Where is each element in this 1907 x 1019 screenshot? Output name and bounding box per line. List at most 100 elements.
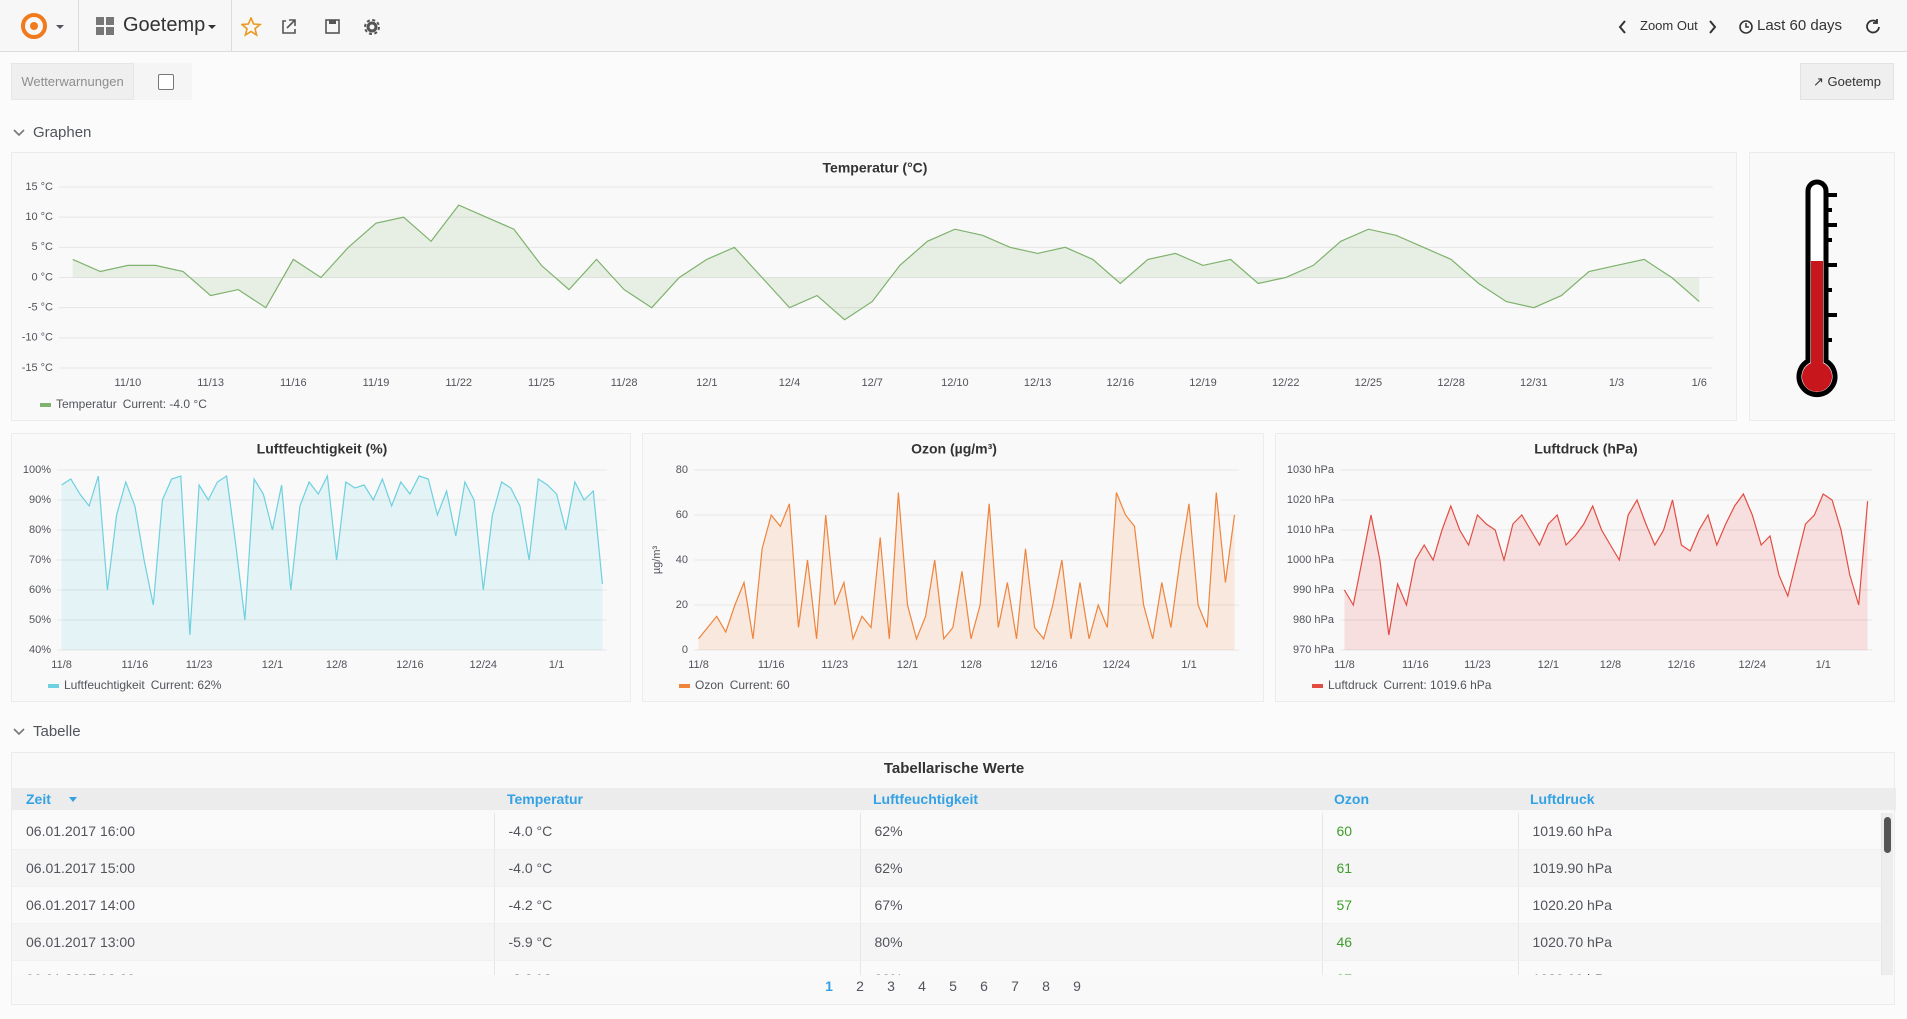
- zoom-out[interactable]: Zoom Out: [1640, 18, 1698, 33]
- grafana-logo[interactable]: [20, 10, 68, 42]
- y-tick-label: 1010 hPa: [1287, 524, 1335, 536]
- variable-box: [134, 63, 192, 100]
- x-tick-label: 11/10: [115, 377, 142, 389]
- column-header[interactable]: Luftfeuchtigkeit: [873, 791, 978, 807]
- series-line: [1343, 492, 1869, 636]
- y-tick-label: 70%: [29, 554, 51, 566]
- x-tick-label: 1/1: [1816, 659, 1831, 671]
- chevron[interactable]: [12, 726, 26, 738]
- table-cell: 57: [1322, 886, 1519, 924]
- legend-swatch: [48, 684, 59, 688]
- x-tick-label: 12/4: [779, 377, 800, 389]
- column-header[interactable]: Temperatur: [507, 791, 583, 807]
- x-tick-label: 12/8: [1600, 659, 1621, 671]
- page-link[interactable]: 1: [825, 978, 833, 994]
- page-link[interactable]: 3: [887, 978, 895, 994]
- x-tick-label: 12/1: [1538, 659, 1559, 671]
- table-cell: 61: [1322, 849, 1519, 887]
- y-tick-label: 10 °C: [25, 211, 53, 223]
- top-nav: Goetemp Zoom Out Last 60 days: [0, 0, 1907, 52]
- x-tick-label: 12/25: [1355, 377, 1383, 389]
- legend-swatch: [1312, 684, 1323, 688]
- legend-swatch: [679, 684, 690, 688]
- x-tick-label: 1/6: [1692, 377, 1707, 389]
- x-tick-label: 11/8: [51, 659, 72, 671]
- chart-title: Luftdruck (hPa): [1534, 441, 1637, 457]
- row-title[interactable]: Graphen: [33, 124, 92, 141]
- table-cell: 06.01.2017 14:00: [12, 886, 495, 924]
- scrollbar[interactable]: [1882, 813, 1893, 975]
- column-header[interactable]: Ozon: [1334, 791, 1369, 807]
- thermometer-panel: [1749, 152, 1895, 421]
- y-tick-label: -5 °C: [28, 302, 53, 314]
- time-range[interactable]: Last 60 days: [1757, 17, 1843, 34]
- toolbar-icons[interactable]: [241, 17, 391, 37]
- y-tick-label: 15 °C: [25, 181, 53, 193]
- x-tick-label: 12/24: [1103, 659, 1131, 671]
- series-line: [72, 204, 1700, 321]
- x-tick-label: 11/19: [363, 377, 390, 389]
- row-title[interactable]: Tabelle: [33, 723, 81, 740]
- y-tick-label: 90%: [29, 494, 51, 506]
- x-tick-label: 11/28: [611, 377, 638, 389]
- page-link[interactable]: 9: [1073, 978, 1081, 994]
- table-cell: 1019.90 hPa: [1518, 849, 1882, 887]
- checkbox[interactable]: [158, 74, 174, 90]
- dashboard-link[interactable]: ↗ Goetemp: [1800, 63, 1894, 100]
- page-link[interactable]: 5: [949, 978, 957, 994]
- table-cell: 46: [1322, 923, 1519, 961]
- table-cell: 06.01.2017 12:00: [12, 960, 495, 975]
- temperature-panel: Temperatur (°C) -15 °C -10 °C -5 °C 0 °C 5 °C…: [11, 152, 1737, 421]
- y-tick-label: 100%: [23, 464, 51, 476]
- table-cell: -4.0 °C: [494, 813, 861, 850]
- table-row: 06.01.2017 15:00 -4.0 °C 62% 61 1019.90 hPa: [12, 849, 1882, 887]
- x-tick-label: 11/8: [1334, 659, 1355, 671]
- x-tick-label: 11/22: [445, 377, 472, 389]
- page-link[interactable]: 8: [1042, 978, 1050, 994]
- table-cell: 37: [1322, 960, 1519, 975]
- table-cell: 1019.60 hPa: [1518, 813, 1882, 850]
- time-icons[interactable]: [1614, 18, 1894, 36]
- chart-title: Temperatur (°C): [823, 160, 928, 176]
- humidity-panel: Luftfeuchtigkeit (%) 40% 50% 60% 70% 80% 90% 10…: [11, 433, 631, 702]
- column-header[interactable]: Zeit: [26, 791, 51, 807]
- x-tick-label: 12/7: [862, 377, 883, 389]
- dashboard-title[interactable]: Goetemp: [123, 14, 206, 36]
- x-tick-label: 12/13: [1024, 377, 1052, 389]
- x-tick-label: 12/10: [941, 377, 969, 389]
- sort-icon: [69, 797, 77, 802]
- legend-name: Luftfeuchtigkeit: [64, 678, 145, 692]
- y-axis-label: µg/m³: [651, 545, 663, 574]
- page-link[interactable]: 2: [856, 978, 864, 994]
- series-area: [61, 476, 603, 650]
- y-tick-label: 5 °C: [31, 241, 53, 253]
- y-tick-label: 60: [676, 509, 688, 521]
- series-line: [698, 492, 1236, 642]
- x-tick-label: 12/1: [696, 377, 717, 389]
- y-tick-label: -15 °C: [22, 362, 53, 374]
- x-tick-label: 11/23: [821, 659, 848, 671]
- page-link[interactable]: 6: [980, 978, 988, 994]
- x-tick-label: 11/16: [1402, 659, 1429, 671]
- legend-swatch: [40, 403, 51, 407]
- x-tick-label: 11/16: [122, 659, 149, 671]
- link-text[interactable]: Goetemp: [1827, 74, 1881, 89]
- series-area: [72, 205, 1700, 320]
- legend-name: Luftdruck: [1328, 678, 1378, 692]
- chart-title: Ozon (µg/m³): [911, 441, 997, 457]
- series-line: [61, 473, 603, 636]
- table-cell: -4.2 °C: [494, 886, 861, 924]
- table-cell: 06.01.2017 16:00: [12, 813, 495, 850]
- page-link[interactable]: 4: [918, 978, 926, 994]
- table-cell: -5.9 °C: [494, 923, 861, 961]
- page-link[interactable]: 7: [1011, 978, 1019, 994]
- chevron[interactable]: [12, 127, 26, 139]
- y-tick-label: 1020 hPa: [1287, 494, 1335, 506]
- table-cell: 67%: [860, 886, 1323, 924]
- table-row: 06.01.2017 16:00 -4.0 °C 62% 60 1019.60 hPa: [12, 813, 1882, 850]
- table-cell: 62%: [860, 849, 1323, 887]
- table-cell: 62%: [860, 813, 1323, 850]
- dashboard-icon: [96, 17, 114, 35]
- column-header[interactable]: Luftdruck: [1530, 791, 1595, 807]
- table: 06.01.2017 16:00 -4.0 °C 62% 60 1019.60 hPa 0…: [12, 813, 1882, 975]
